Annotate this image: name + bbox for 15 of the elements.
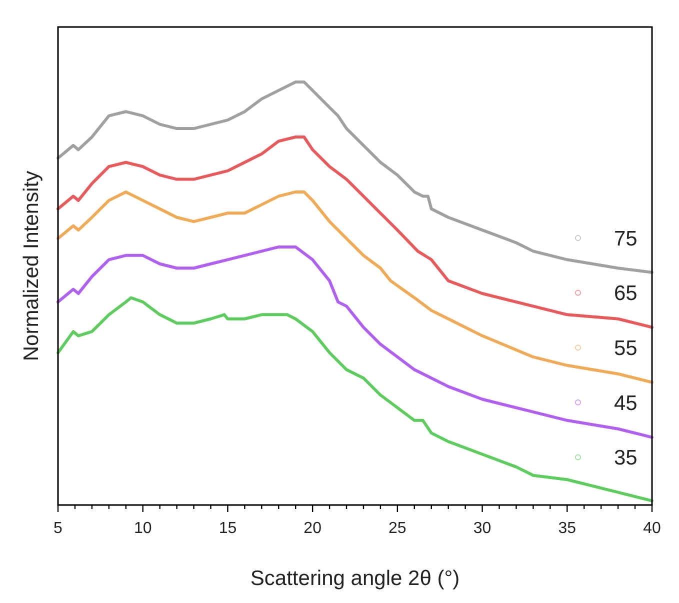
legend-label: 45 — [614, 392, 638, 415]
y-axis-title: Normalized Intensity — [20, 170, 43, 362]
legend-label: 75 — [614, 227, 638, 250]
legend-label: 35 — [614, 446, 638, 470]
x-tick-label: 35 — [558, 520, 576, 537]
x-tick-label: 25 — [388, 520, 406, 537]
x-tick-label: 15 — [218, 520, 237, 537]
x-tick-label: 30 — [473, 520, 492, 537]
legend-label: 55 — [614, 336, 638, 360]
x-axis-title: Scattering angle 2θ (°) — [250, 567, 460, 590]
x-tick-label: 5 — [54, 520, 63, 537]
x-tick-label: 10 — [134, 520, 152, 537]
legend-label: 65 — [614, 282, 638, 306]
x-tick-label: 20 — [304, 520, 322, 537]
x-tick-label: 40 — [643, 520, 661, 537]
